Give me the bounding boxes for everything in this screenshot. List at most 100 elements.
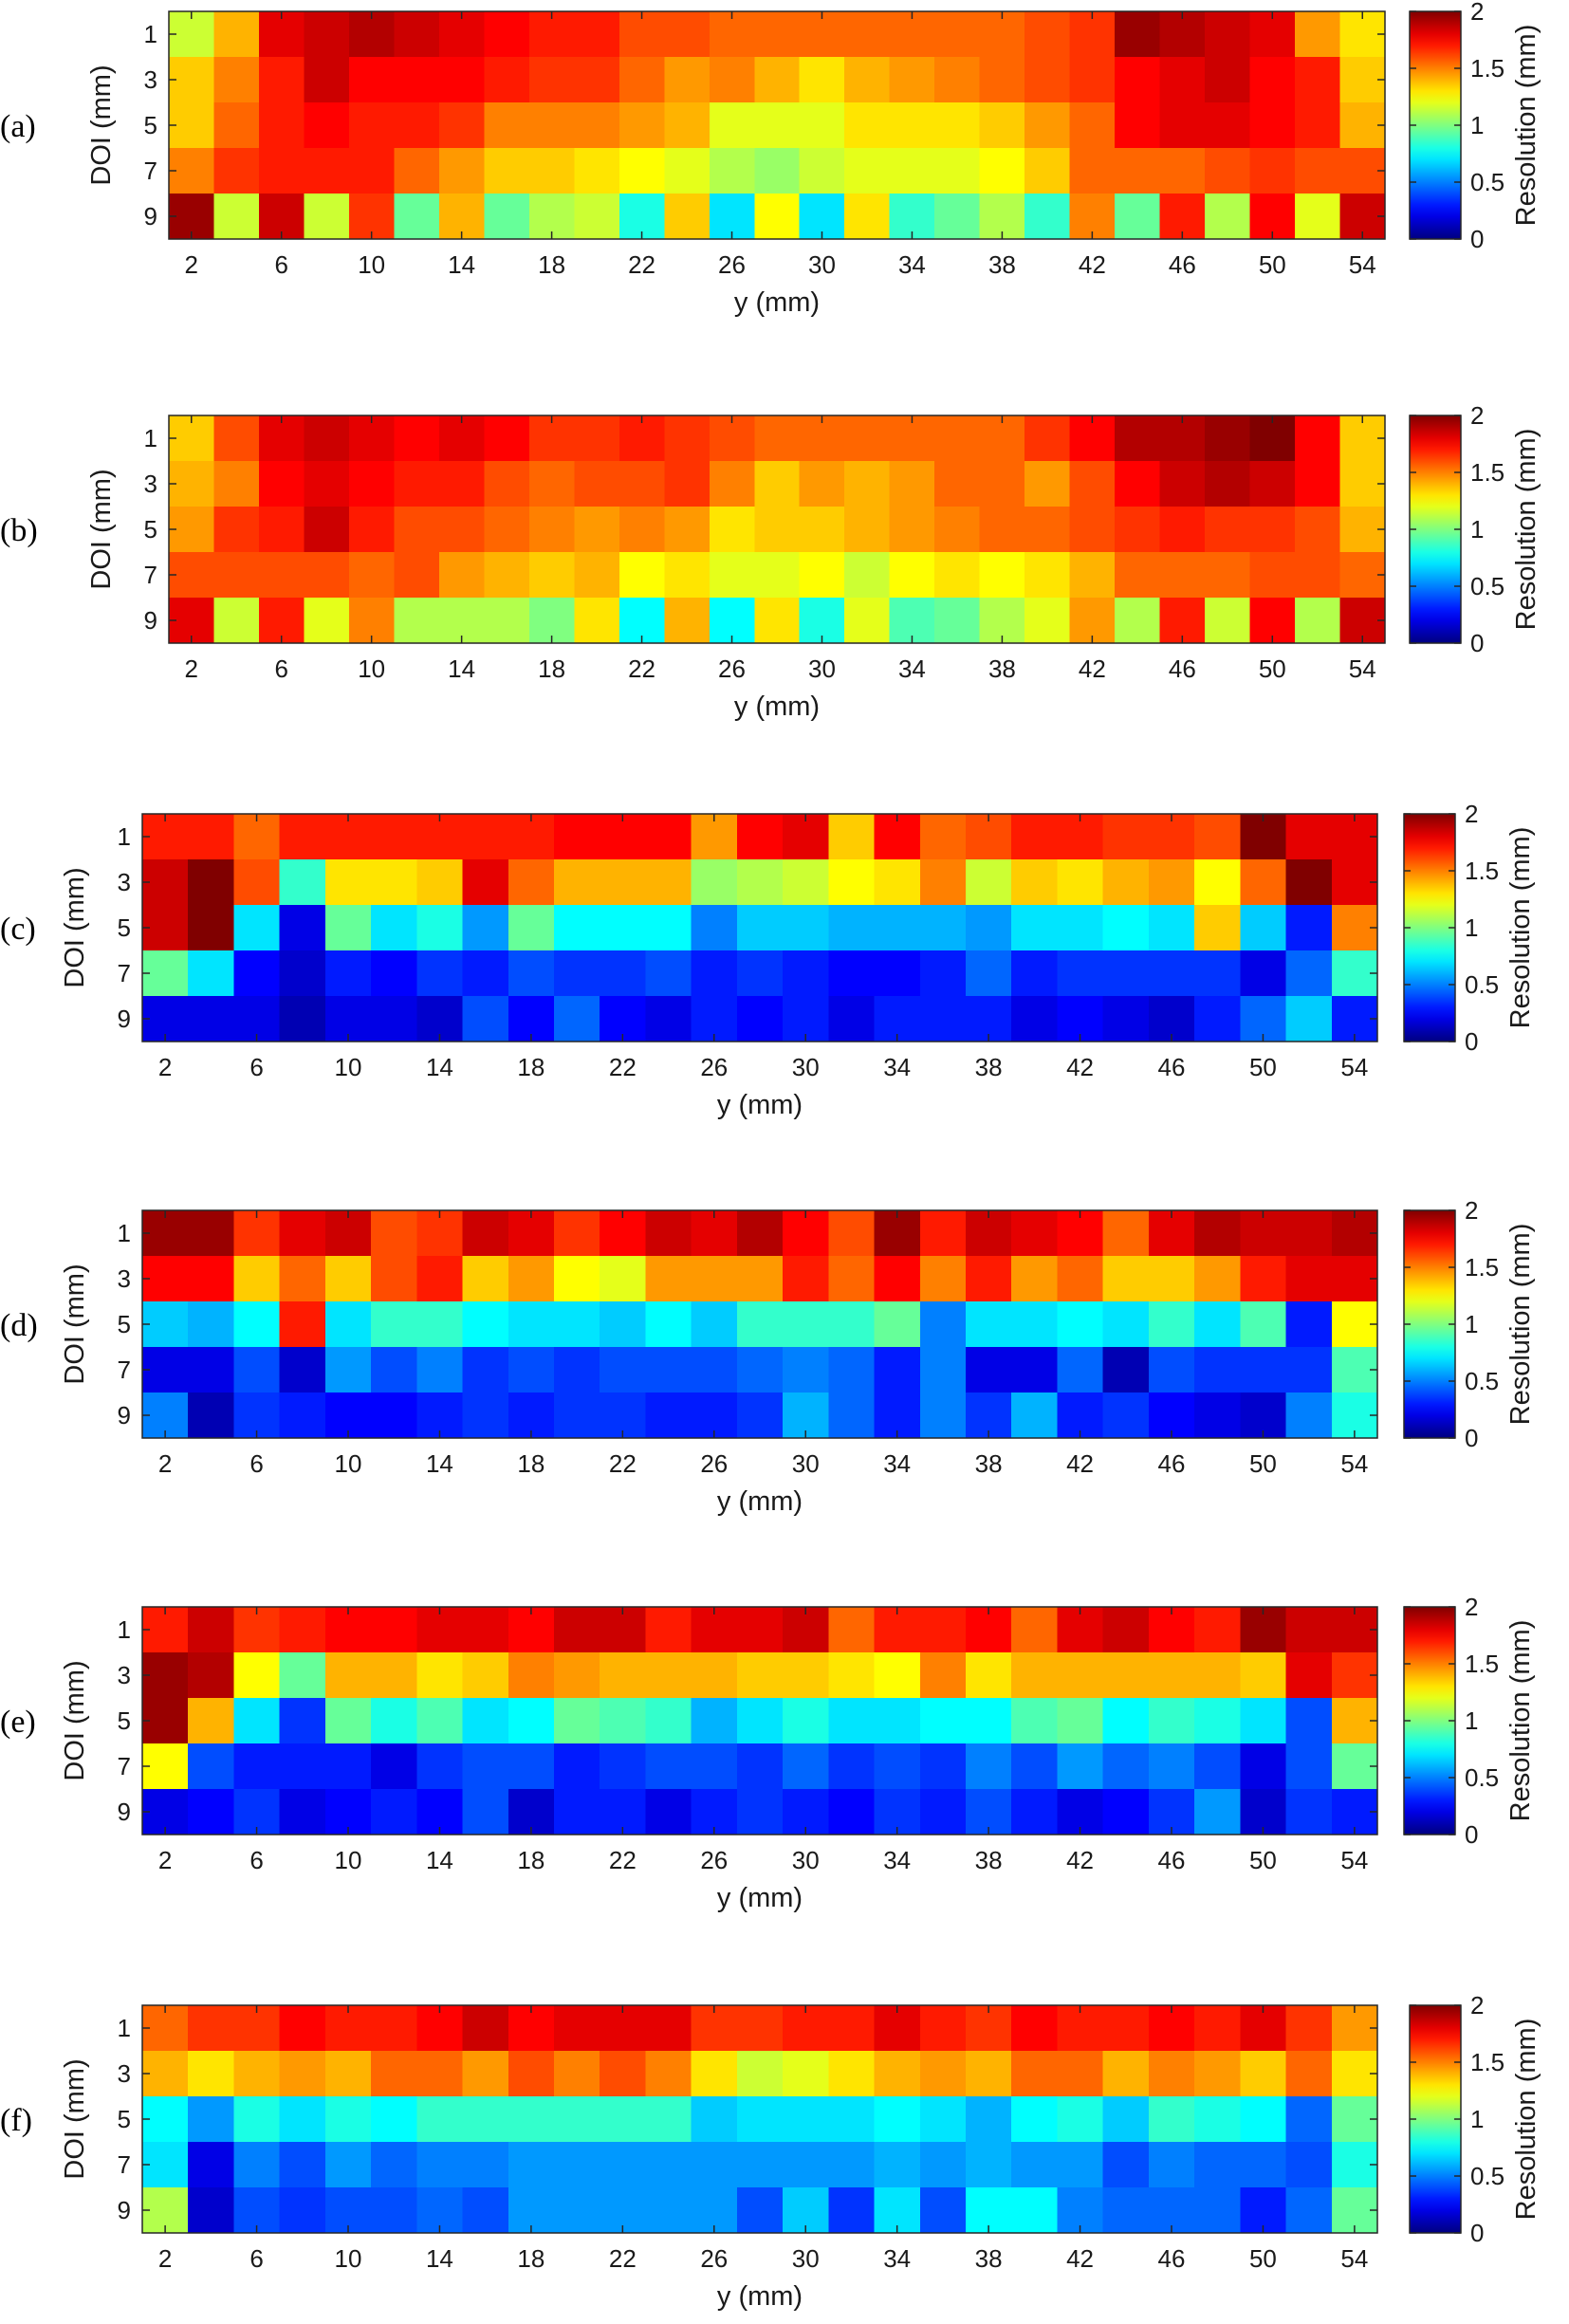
x-tick-label: 22	[609, 2244, 637, 2273]
heatmap-cell	[462, 1393, 509, 1439]
heatmap-cell	[1011, 2096, 1059, 2143]
x-tick-label: 6	[249, 1846, 263, 1874]
heatmap-cell	[1102, 859, 1150, 906]
x-tick-label: 38	[975, 1449, 1003, 1478]
heatmap-cell	[304, 461, 350, 507]
heatmap-cell	[348, 57, 396, 103]
heatmap-cell	[324, 859, 372, 906]
heatmap-cell	[142, 1210, 189, 1257]
heatmap-cell	[1148, 2005, 1195, 2052]
heatmap-cell	[1069, 11, 1116, 58]
heatmap-cell	[966, 1347, 1012, 1393]
heatmap-cell	[279, 1256, 326, 1302]
heatmap-cell	[484, 57, 530, 103]
heatmap-cell	[142, 1347, 189, 1393]
colorbar-tick-label: 0.5	[1470, 168, 1504, 196]
heatmap-cell	[1148, 1698, 1195, 1744]
heatmap-cell	[664, 148, 711, 194]
heatmap-cell	[1011, 996, 1059, 1042]
x-tick-label: 14	[448, 655, 475, 683]
heatmap-cell	[966, 2051, 1012, 2097]
x-tick-label: 34	[883, 1053, 911, 1081]
heatmap-cell	[188, 1607, 235, 1653]
heatmap-cell	[416, 1607, 464, 1653]
heatmap-cell	[966, 1256, 1012, 1302]
heatmap-cell	[1159, 11, 1206, 58]
heatmap-cell	[783, 2096, 829, 2143]
heatmap-cell	[874, 1743, 921, 1790]
heatmap-cell	[1148, 2096, 1195, 2143]
heatmap-cell	[324, 1652, 372, 1699]
heatmap-cell	[324, 1256, 372, 1302]
y-tick-label: 7	[144, 561, 157, 589]
heatmap-cell	[799, 507, 845, 553]
heatmap-cell	[1102, 996, 1150, 1042]
heatmap-cell	[324, 1607, 372, 1653]
heatmap-cell	[574, 194, 620, 240]
x-tick-label: 38	[975, 1846, 1003, 1874]
heatmap-cell	[1295, 461, 1341, 507]
heatmap-cell	[600, 2005, 647, 2052]
heatmap-cell	[1295, 415, 1341, 462]
y-axis-label: DOI (mm)	[60, 867, 90, 987]
colorbar-tick-label: 0	[1470, 225, 1484, 253]
heatmap-cell	[645, 1347, 692, 1393]
heatmap-cell	[508, 859, 555, 906]
x-tick-label: 50	[1249, 1449, 1277, 1478]
heatmap-cell	[934, 194, 981, 240]
heatmap-cell	[484, 102, 530, 149]
heatmap-cell	[1024, 461, 1071, 507]
heatmap-cell	[169, 102, 215, 149]
heatmap-cell	[1148, 1210, 1195, 1257]
heatmap-cell	[736, 1789, 784, 1835]
heatmap-cell	[919, 2051, 967, 2097]
heatmap-cell	[1159, 57, 1206, 103]
heatmap-cell	[600, 1698, 647, 1744]
heatmap-cell	[142, 859, 189, 906]
heatmap-cell	[1148, 859, 1195, 906]
heatmap-cell	[1069, 461, 1116, 507]
panel-label: (d)	[0, 1308, 38, 1343]
heatmap-cell	[736, 1652, 784, 1699]
heatmap-cell	[416, 2142, 464, 2188]
colorbar-tick-label: 1.5	[1470, 54, 1504, 83]
heatmap-cell	[528, 415, 575, 462]
heatmap-cell	[1102, 1347, 1150, 1393]
heatmap-cell	[213, 11, 260, 58]
heatmap-cell	[371, 1210, 417, 1257]
heatmap-cell	[279, 2187, 326, 2234]
heatmap-cell	[919, 1789, 967, 1835]
x-tick-label: 18	[517, 1449, 545, 1478]
heatmap-cell	[783, 1347, 829, 1393]
heatmap-cell	[1069, 507, 1116, 553]
heatmap-cell	[874, 1256, 921, 1302]
heatmap-cell	[1285, 1743, 1333, 1790]
heatmap-cell	[645, 2096, 692, 2143]
y-tick-label: 7	[144, 157, 157, 185]
heatmap-cell	[645, 1698, 692, 1744]
colorbar-label: Resolution (mm)	[1511, 25, 1541, 227]
heatmap-cell	[508, 1698, 555, 1744]
heatmap-cell	[645, 1210, 692, 1257]
heatmap-cell	[1148, 950, 1195, 997]
x-tick-label: 2	[158, 1846, 172, 1874]
heatmap-cell	[462, 1256, 509, 1302]
heatmap-cell	[1159, 148, 1206, 194]
heatmap-cell	[783, 950, 829, 997]
heatmap-cell	[1148, 1743, 1195, 1790]
heatmap-cell	[736, 1393, 784, 1439]
heatmap-cell	[574, 598, 620, 644]
heatmap-cell	[1285, 2005, 1333, 2052]
heatmap-cell	[438, 57, 485, 103]
heatmap-cell	[754, 11, 801, 58]
heatmap-cell	[1285, 859, 1333, 906]
y-tick-label: 9	[118, 1401, 131, 1429]
heatmap-cell	[1057, 1301, 1104, 1348]
heatmap-cell	[874, 1698, 921, 1744]
heatmap-cell	[691, 2051, 738, 2097]
x-tick-label: 42	[1079, 250, 1106, 279]
heatmap-cell	[394, 507, 440, 553]
heatmap-cell	[664, 194, 711, 240]
